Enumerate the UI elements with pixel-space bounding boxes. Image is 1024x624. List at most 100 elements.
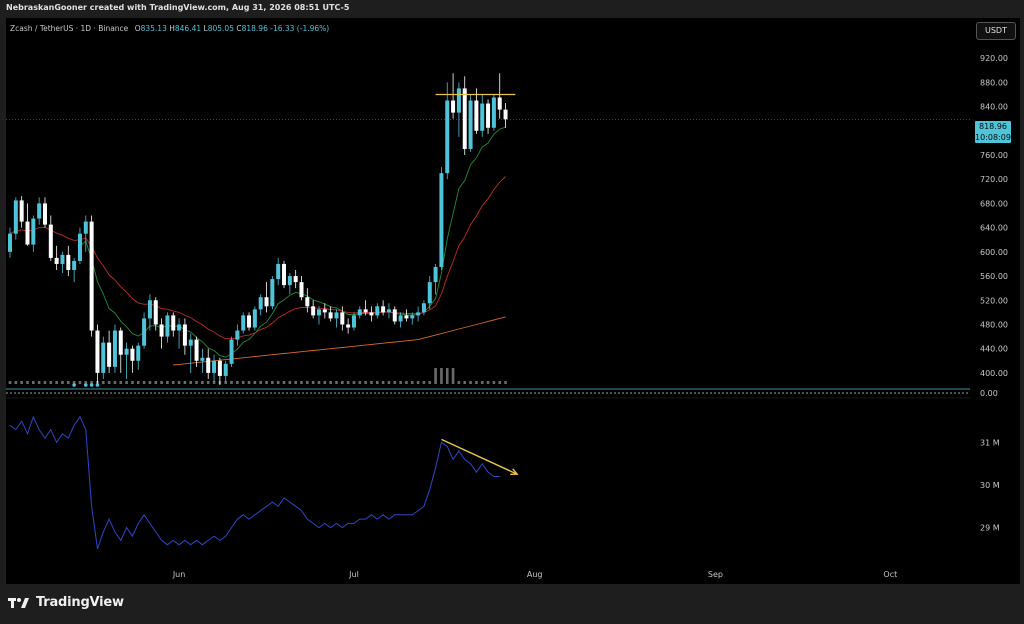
candle-body [101,342,106,373]
candle-body [212,360,217,373]
volume-bar [142,381,146,384]
volume-bar [26,381,29,384]
volume-bar [451,368,455,384]
price-tick-label: 520.00 [980,296,1008,305]
volume-bar [440,368,443,384]
candle-body [282,263,287,286]
price-tick-label: 720.00 [980,175,1008,184]
volume-bar [498,381,502,384]
volume-bar [364,381,367,384]
candle-body [223,363,228,376]
volume-bar [288,381,292,384]
price-tick-label: 640.00 [980,224,1008,233]
candle-body [293,276,298,283]
candle-body [247,315,252,328]
candle-body [497,97,502,110]
candle-body [42,203,47,225]
volume-bar [469,381,472,384]
volume-bar [405,381,408,384]
ema-slow-line [173,316,506,366]
volume-bar [224,381,228,384]
volume-bar [358,381,362,384]
candle-body [165,315,170,337]
candle-body [107,342,112,367]
candle-body [241,315,246,331]
price-axis[interactable] [970,18,1020,584]
volume-bar [8,381,12,384]
candle-body [206,357,211,373]
candle-body [72,260,77,270]
candle-body [480,103,485,131]
volume-bar [247,381,251,384]
credit-line: NebraskanGooner created with TradingView… [6,3,350,12]
volume-bar [125,381,128,384]
high-label: H [169,24,175,33]
volume-bar [160,381,163,384]
candle-body [258,297,263,310]
volume-bar [195,381,198,384]
candle-body [177,324,182,331]
candle-body [445,100,450,174]
close-value: 818.96 [241,24,268,33]
axis-labels: 920.00880.00840.00800.00760.00720.00680.… [172,54,1008,579]
candle-body [25,221,30,245]
candle-body [229,339,234,364]
volume-bar [422,381,426,384]
candle-body [351,315,356,328]
volume-bar [241,381,245,384]
price-tick-label: 600.00 [980,248,1008,257]
volume-bar [43,381,47,384]
price-tick-label: 920.00 [980,54,1008,63]
currency-unit-button[interactable]: USDT [976,22,1016,40]
candle-body [433,266,438,283]
price-tick-label: 400.00 [980,369,1008,378]
volume-bar [375,381,379,384]
candle-body [456,88,461,113]
volume-bar [32,381,35,384]
candle-body [37,203,42,219]
volume-bar [271,381,274,384]
volume-bar [236,381,239,384]
last-price-tag: 818.96 10:08:09 [975,121,1011,143]
candle-body [31,218,36,245]
volume-bar [84,381,88,384]
candle-body [386,309,391,313]
candle-body [252,309,257,328]
candle-body [305,297,310,307]
bar-countdown: 10:08:09 [975,133,1011,142]
volume-bar [14,381,18,384]
volume-bar [335,381,338,384]
candle-body [357,309,362,316]
indicator-tick-label: 30 M [980,481,1000,490]
volume-bar [457,381,461,384]
candle-body [19,200,24,222]
candle-body [118,330,123,355]
candle-body [404,315,409,319]
volume-bar [323,381,327,384]
candle-body [83,221,88,234]
volume-bar [311,381,315,384]
volume-bar [20,381,23,384]
volume-bar [253,381,257,384]
candle-body [340,312,345,325]
candle-body [54,257,59,264]
candle-body [439,173,444,267]
volume-bar [171,381,175,384]
last-price: 818.96 [979,122,1007,131]
candle-body [66,254,71,270]
ema-mid-line [9,176,506,340]
volume-bar [317,381,321,384]
candle-body [89,221,94,331]
volume-bar [113,381,117,384]
brand-name: TradingView [36,595,124,610]
candle-body [147,300,152,319]
volume-bar [492,381,496,384]
candle-body [451,100,456,113]
candle-body [235,330,240,340]
open-value: 835.13 [140,24,167,33]
candle-body [299,282,304,298]
candle-body [48,224,53,258]
price-tick-label: 560.00 [980,272,1008,281]
volume-bar [37,381,41,384]
